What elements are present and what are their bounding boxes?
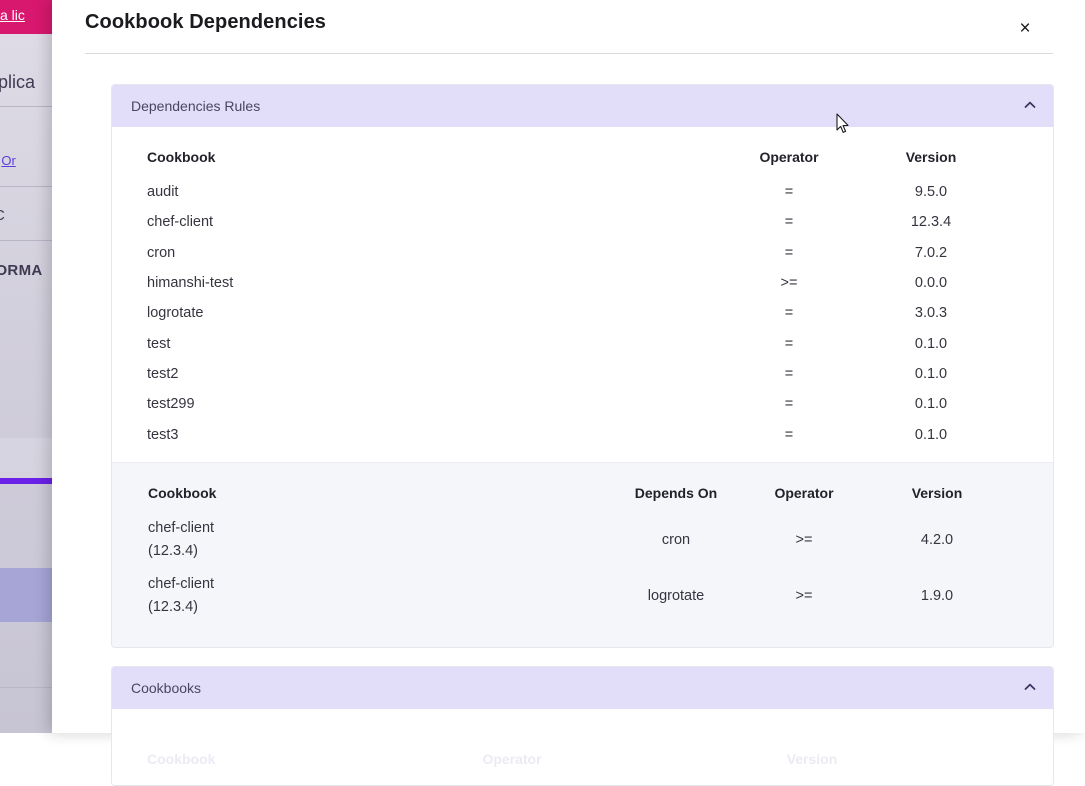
dependencies-rules-panel-header[interactable]: Dependencies Rules [112, 85, 1053, 127]
cookbooks-panel-header[interactable]: Cookbooks [112, 667, 1053, 709]
background-page: ly a lic pplica s > Or C FORMA [0, 0, 52, 733]
cell-cookbook-version: (12.3.4) [148, 543, 198, 559]
cell-version: 0.1.0 [914, 366, 948, 382]
cell-cookbook-version: (12.3.4) [148, 599, 198, 615]
background-app-label: pplica [0, 72, 36, 92]
cell-version: 7.0.2 [914, 245, 948, 261]
column-header-version: Version [911, 485, 963, 501]
cell-version: 0.1.0 [914, 336, 948, 352]
cell-operator: >= [780, 275, 798, 291]
cell-version: 0.1.0 [914, 427, 948, 443]
breadcrumb-link[interactable]: Or [1, 153, 16, 168]
cell-cookbook: chef-client [147, 214, 214, 230]
page-title: Cookbook Dependencies [85, 11, 327, 33]
background-tab-strip[interactable] [0, 438, 52, 478]
cell-version: 0.0.0 [914, 275, 948, 291]
cookbook-dependencies-modal: Cookbook Dependencies × Dependencies Rul… [52, 0, 1085, 786]
background-divider [0, 186, 52, 187]
cell-operator: = [784, 396, 794, 412]
background-section-letter: C [0, 207, 5, 224]
cell-cookbook: test2 [147, 366, 179, 382]
background-section-heading: FORMA [0, 262, 43, 279]
cell-cookbook: audit [147, 184, 179, 200]
dependencies-rules-panel: Dependencies Rules Cookbook Operator Ver… [111, 84, 1054, 648]
dependencies-rules-panel-label: Dependencies Rules [131, 98, 261, 114]
dependencies-rules-table: Cookbook Operator Version audit = 9.5.0 … [112, 127, 1053, 462]
background-page-body: pplica s > Or C FORMA [0, 34, 52, 733]
column-header-cookbook: Cookbook [147, 751, 216, 767]
column-header-operator: Operator [774, 485, 834, 501]
cookbooks-table: Cookbook Operator Version [112, 709, 1053, 785]
cell-operator: = [784, 184, 794, 200]
breadcrumb: s > Or [0, 153, 16, 168]
cell-version: 1.9.0 [920, 588, 954, 604]
cell-cookbook: test3 [147, 427, 179, 443]
column-header-version: Version [786, 751, 838, 767]
cell-cookbook: test299 [147, 396, 195, 412]
cell-depends-on: cron [661, 532, 691, 548]
background-divider [0, 106, 52, 107]
cell-depends-on: logrotate [647, 588, 705, 604]
column-header-version: Version [905, 149, 957, 165]
chevron-up-icon[interactable] [1023, 680, 1037, 694]
cell-operator: = [784, 305, 794, 321]
cell-operator: >= [795, 588, 813, 604]
modal-header: Cookbook Dependencies × [52, 0, 1085, 54]
header-divider [85, 53, 1053, 54]
license-banner: ly a lic [0, 0, 52, 34]
cell-cookbook: himanshi-test [147, 275, 234, 291]
cell-operator: = [784, 214, 794, 230]
column-header-cookbook: Cookbook [148, 485, 217, 501]
cell-operator: >= [795, 532, 813, 548]
column-header-operator: Operator [482, 751, 542, 767]
license-banner-text: ly a lic [0, 7, 25, 23]
cell-operator: = [784, 336, 794, 352]
cell-version: 3.0.3 [914, 305, 948, 321]
cell-version: 4.2.0 [920, 532, 954, 548]
cell-version: 9.5.0 [914, 184, 948, 200]
background-active-tab-indicator [0, 478, 52, 484]
background-divider [0, 687, 52, 688]
cell-version: 0.1.0 [914, 396, 948, 412]
column-header-operator: Operator [759, 149, 819, 165]
background-divider [0, 240, 52, 241]
background-selected-row[interactable] [0, 568, 52, 622]
column-header-cookbook: Cookbook [147, 149, 216, 165]
cell-cookbook: logrotate [147, 305, 204, 321]
cookbooks-panel-label: Cookbooks [131, 680, 202, 696]
cell-cookbook: chef-client [148, 520, 215, 536]
column-header-depends-on: Depends On [634, 485, 718, 501]
chevron-up-icon[interactable] [1023, 98, 1037, 112]
cell-cookbook: cron [147, 245, 176, 261]
cookbooks-panel: Cookbooks Cookbook Operator Version [111, 666, 1054, 786]
close-icon[interactable]: × [1010, 13, 1040, 43]
depends-on-table: Cookbook Depends On Operator Version che… [112, 462, 1053, 647]
cell-cookbook: test [147, 336, 171, 352]
cell-version: 12.3.4 [910, 214, 952, 230]
cell-operator: = [784, 245, 794, 261]
cell-operator: = [784, 366, 794, 382]
cell-operator: = [784, 427, 794, 443]
cell-cookbook: chef-client [148, 576, 215, 592]
